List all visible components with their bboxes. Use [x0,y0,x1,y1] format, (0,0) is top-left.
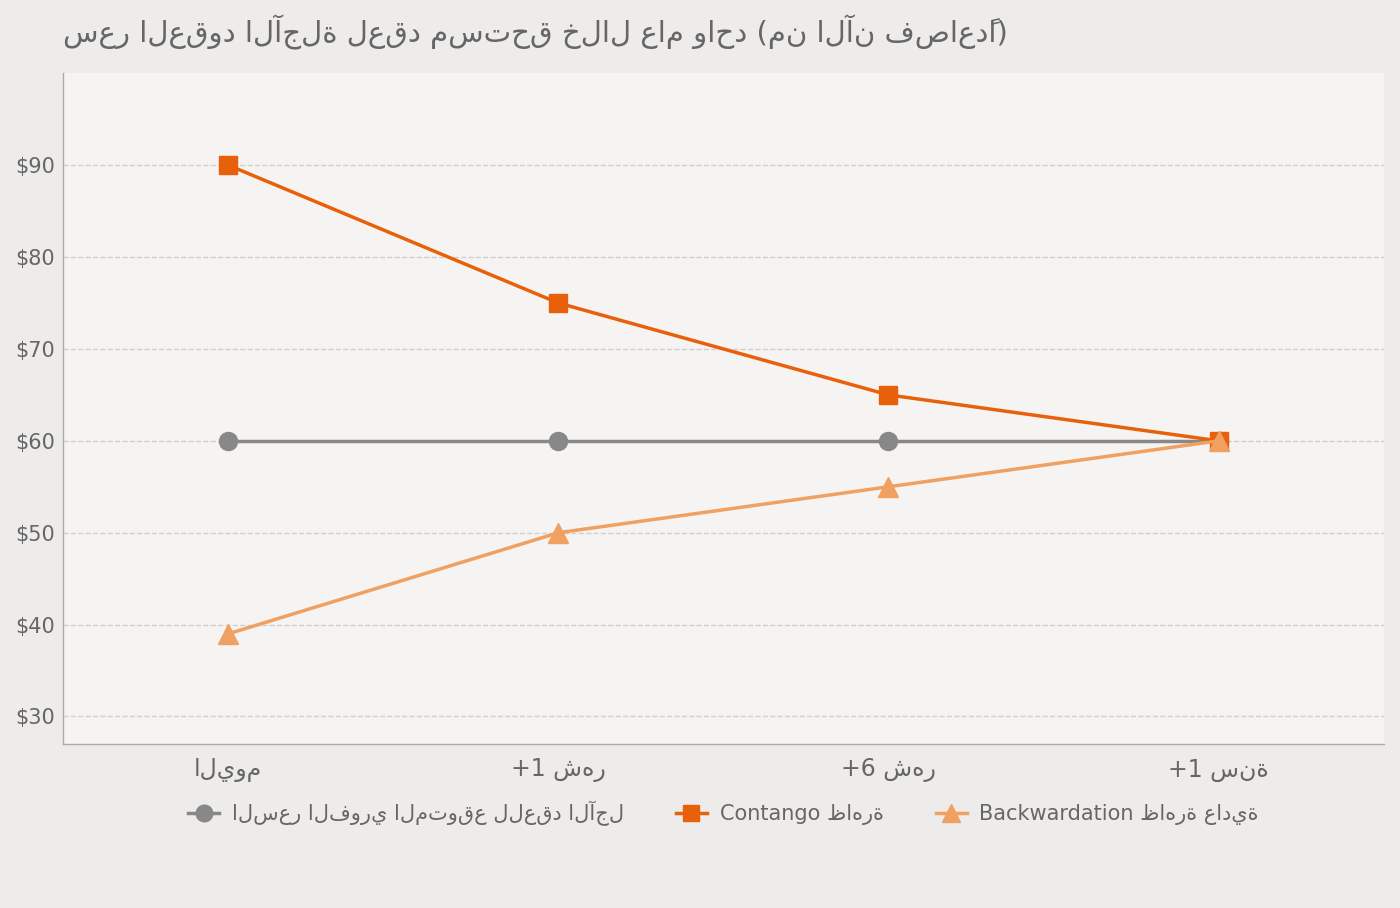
Text: سعر العقود الآجلة لعقد مستحق خلال عام واحد (من الآن فصاعدًا): سعر العقود الآجلة لعقد مستحق خلال عام وا… [63,15,1008,50]
Legend: السعر الفوري المتوقع للعقد الآجل, Contango ظاهرة, Backwardation ظاهرة عادية: السعر الفوري المتوقع للعقد الآجل, Contan… [179,793,1267,834]
